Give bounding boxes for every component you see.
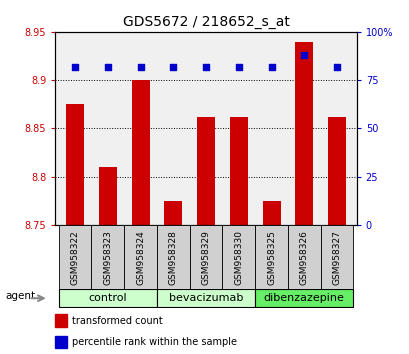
Text: bevacizumab: bevacizumab <box>169 293 243 303</box>
Text: GSM958330: GSM958330 <box>234 230 243 285</box>
Bar <box>327 117 345 225</box>
Bar <box>99 167 117 225</box>
Text: control: control <box>88 293 127 303</box>
Text: GSM958329: GSM958329 <box>201 230 210 285</box>
Bar <box>320 225 353 289</box>
Text: GSM958327: GSM958327 <box>332 230 341 285</box>
Bar <box>55 314 67 327</box>
Point <box>333 64 339 69</box>
Text: GSM958326: GSM958326 <box>299 230 308 285</box>
Bar <box>222 225 254 289</box>
Text: agent: agent <box>6 291 36 301</box>
Bar <box>254 225 287 289</box>
Bar <box>262 201 280 225</box>
Bar <box>157 290 254 307</box>
Point <box>72 64 78 69</box>
Point <box>104 64 111 69</box>
Text: GSM958325: GSM958325 <box>266 230 275 285</box>
Point <box>235 64 241 69</box>
Bar <box>66 104 84 225</box>
Bar <box>58 225 91 289</box>
Bar <box>197 117 214 225</box>
Point <box>300 52 307 58</box>
Text: transformed count: transformed count <box>72 316 162 326</box>
Bar <box>131 80 149 225</box>
Bar <box>229 117 247 225</box>
Bar <box>287 225 320 289</box>
Point <box>202 64 209 69</box>
Bar <box>254 290 353 307</box>
Bar <box>58 290 157 307</box>
Bar <box>294 41 312 225</box>
Text: GSM958328: GSM958328 <box>169 230 178 285</box>
Bar <box>164 201 182 225</box>
Bar <box>124 225 157 289</box>
Bar <box>91 225 124 289</box>
Text: GSM958322: GSM958322 <box>70 230 79 285</box>
Title: GDS5672 / 218652_s_at: GDS5672 / 218652_s_at <box>122 16 289 29</box>
Text: dibenzazepine: dibenzazepine <box>263 293 344 303</box>
Text: GSM958324: GSM958324 <box>136 230 145 285</box>
Bar <box>157 225 189 289</box>
Bar <box>55 336 67 348</box>
Bar <box>189 225 222 289</box>
Point <box>170 64 176 69</box>
Text: percentile rank within the sample: percentile rank within the sample <box>72 337 236 347</box>
Text: GSM958323: GSM958323 <box>103 230 112 285</box>
Point <box>137 64 144 69</box>
Point <box>267 64 274 69</box>
